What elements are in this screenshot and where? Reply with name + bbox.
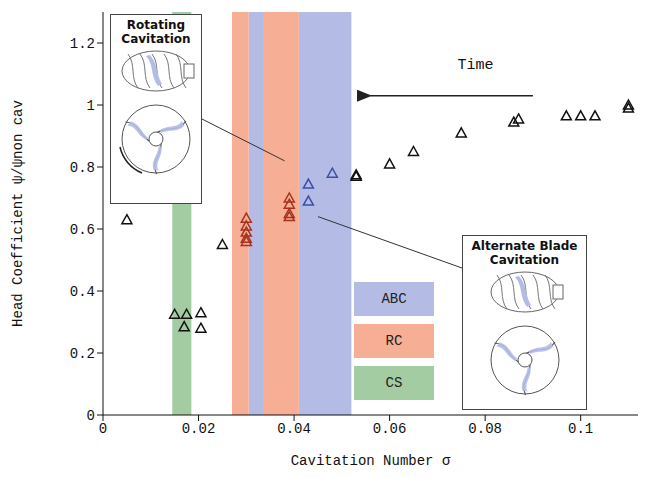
html-text:Alternate Blade Cavitation: Alternate Blade Cavitation <box>471 239 578 267</box>
html-text:CS: CS <box>385 375 403 391</box>
svg-text:0.04: 0.04 <box>277 421 311 437</box>
svg-text:Head Coefficient ψ/ψnon cav: Head Coefficient ψ/ψnon cav <box>10 100 26 327</box>
svg-text:1: 1 <box>87 98 95 114</box>
svg-text:0: 0 <box>87 408 95 424</box>
svg-text:Cavitation Number σ: Cavitation Number σ <box>291 453 451 469</box>
svg-text:0.8: 0.8 <box>70 160 95 176</box>
html-text:ABC: ABC <box>381 291 407 307</box>
svg-text:0.08: 0.08 <box>468 421 502 437</box>
svg-text:1.2: 1.2 <box>70 36 95 52</box>
svg-text:0: 0 <box>99 421 107 437</box>
svg-text:0.06: 0.06 <box>373 421 407 437</box>
svg-text:0.6: 0.6 <box>70 222 95 238</box>
svg-text:0.4: 0.4 <box>70 284 95 300</box>
svg-text:0.2: 0.2 <box>70 346 95 362</box>
svg-text:Time: Time <box>458 57 494 74</box>
html-text:Rotating Cavitation: Rotating Cavitation <box>121 18 191 46</box>
svg-text:0.02: 0.02 <box>182 421 216 437</box>
html-text:RC: RC <box>385 333 403 349</box>
svg-text:0.1: 0.1 <box>568 421 593 437</box>
